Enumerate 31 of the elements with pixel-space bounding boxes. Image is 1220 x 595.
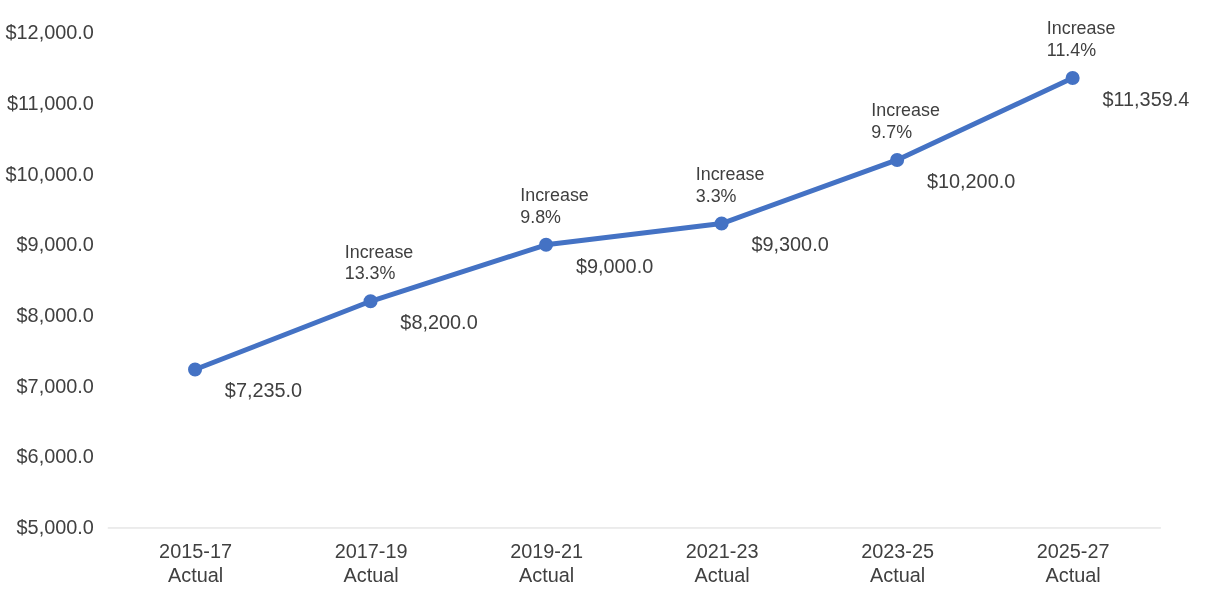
y-tick-label: $6,000.0 <box>16 445 94 468</box>
annotation: Increase 11.4% <box>1046 18 1116 61</box>
point <box>363 294 378 309</box>
data-label: $7,235.0 <box>224 379 303 402</box>
point <box>890 152 905 167</box>
data-label: $10,200.0 <box>926 169 1016 192</box>
y-tick-label: $10,000.0 <box>5 162 94 185</box>
y-tick-label: $12,000.0 <box>5 21 94 44</box>
y-tick-label: $8,000.0 <box>16 303 94 326</box>
x-tick-label: 2019-21 Actual <box>510 539 584 586</box>
data-label: $8,200.0 <box>400 311 478 334</box>
y-tick-label: $7,000.0 <box>16 374 94 397</box>
x-tick-label: 2015-17 Actual <box>159 539 232 586</box>
annotation: Increase 13.3% <box>344 241 414 284</box>
data-label: $11,359.4 <box>1102 87 1190 110</box>
y-tick-label: $9,000.0 <box>16 233 94 256</box>
point <box>714 216 729 231</box>
x-tick-label: 2017-19 Actual <box>334 539 408 586</box>
x-tick-label: 2025-27 Actual <box>1036 539 1110 586</box>
annotation: Increase 9.8% <box>520 185 589 227</box>
annotation: Increase 9.7% <box>871 100 940 143</box>
annotation: Increase 3.3% <box>695 163 765 206</box>
point <box>539 237 554 252</box>
data-label: $9,300.0 <box>751 233 829 256</box>
point <box>188 362 203 377</box>
y-tick-label: $5,000.0 <box>16 515 94 538</box>
x-tick-label: 2023-25 Actual <box>861 539 935 586</box>
x-tick-label: 2021-23 Actual <box>685 539 759 586</box>
y-tick-label: $11,000.0 <box>6 91 94 114</box>
point <box>1065 70 1080 86</box>
data-label: $9,000.0 <box>575 254 654 277</box>
